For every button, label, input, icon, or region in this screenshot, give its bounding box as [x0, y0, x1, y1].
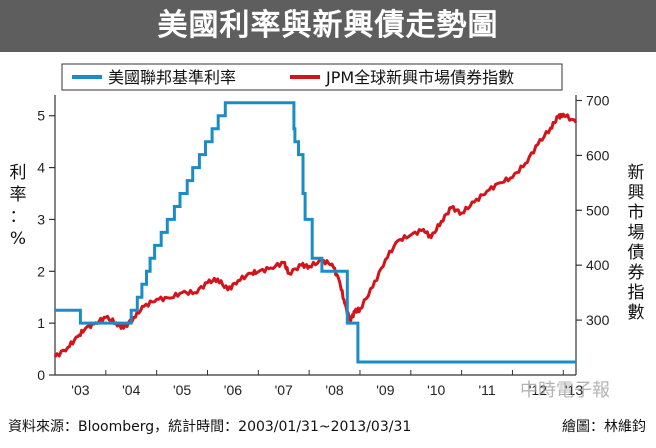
left-axis-label-char: 率 [10, 185, 27, 205]
right-axis-label-char: 券 [628, 263, 645, 283]
legend: 美國聯邦基準利率 JPM全球新興市場債券指數 [61, 63, 563, 91]
right-axis-label-char: 場 [628, 223, 645, 243]
x-tick-label: '03 [71, 382, 89, 398]
left-axis-ticks: 0 1 2 3 4 5 [37, 108, 55, 383]
right-tick-label: 400 [586, 257, 610, 273]
right-tick-label: 700 [586, 92, 610, 108]
left-tick-label: 1 [37, 315, 45, 331]
x-tick-label: '10 [427, 382, 445, 398]
right-axis-label-char: 市 [628, 203, 645, 223]
legend-label-em-bond: JPM全球新興市場債券指數 [325, 68, 514, 87]
x-tick-label: '05 [173, 382, 191, 398]
left-axis-label-char: 利 [10, 163, 27, 183]
x-tick-label: '11 [478, 382, 495, 398]
right-axis-label-char: 新 [628, 163, 645, 183]
right-axis-label-char: 興 [628, 183, 645, 203]
right-tick-label: 600 [586, 147, 610, 163]
left-tick-label: 4 [37, 160, 45, 176]
right-axis-label-char: 債 [628, 243, 645, 263]
left-tick-label: 3 [37, 211, 45, 227]
footer-credit: 繪圖：林維鈞 [562, 419, 646, 435]
chart-title: 美國利率與新興債走勢圖 [0, 0, 656, 52]
right-axis-label-char: 指 [628, 283, 645, 303]
footer-source: 資料來源：Bloomberg，統計時間：2003/01/31~2013/03/3… [8, 419, 412, 435]
right-tick-label: 300 [586, 312, 610, 328]
dual-axis-line-chart: 美國聯邦基準利率 JPM全球新興市場債券指數 0 1 2 3 4 5 700 600 500 4… [10, 63, 645, 398]
left-tick-label: 2 [37, 263, 45, 279]
left-tick-label: 5 [37, 108, 45, 124]
right-axis-label-char: 數 [628, 303, 645, 323]
left-axis-label: 利率：% [10, 163, 27, 249]
right-tick-label: 500 [586, 202, 610, 218]
x-tick-label: '09 [376, 382, 394, 398]
left-tick-label: 0 [37, 367, 45, 383]
x-axis-ticks: '03 '04 '05 '06 '07 '08 '09 '10 '11 '12 '13 [54, 370, 583, 398]
x-tick-label: '07 [275, 382, 293, 398]
x-tick-label: '12 [529, 382, 547, 398]
left-axis-label-char: % [10, 229, 26, 249]
legend-label-fed-rate: 美國聯邦基準利率 [108, 68, 236, 87]
left-axis-label-char: ： [10, 207, 27, 227]
x-tick-label: '13 [565, 382, 583, 398]
series-line-em-bond-index [53, 112, 578, 358]
right-axis-ticks: 700 600 500 400 300 [576, 92, 610, 328]
right-axis-label: 新興市場債券指數 [628, 163, 645, 323]
x-tick-label: '06 [224, 382, 242, 398]
x-tick-label: '04 [122, 382, 140, 398]
series-line-fed-rate [55, 101, 576, 364]
watermark-text: 中時電子報 [520, 380, 610, 401]
x-tick-label: '08 [325, 382, 343, 398]
